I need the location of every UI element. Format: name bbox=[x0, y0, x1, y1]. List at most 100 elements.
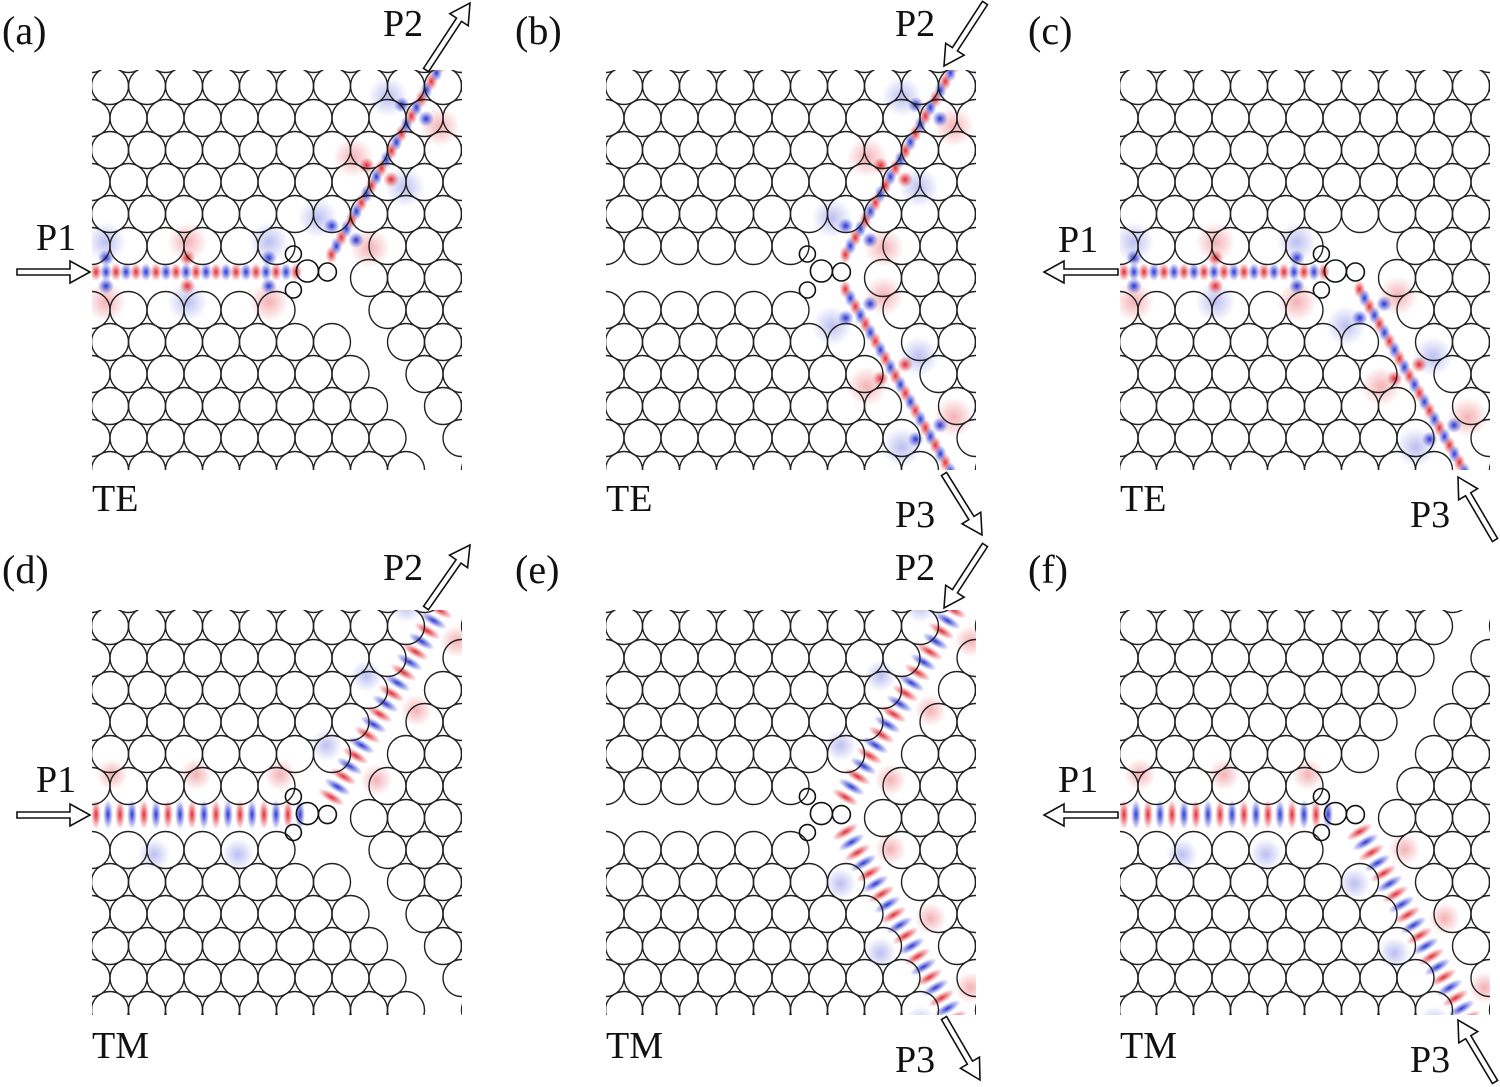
rod bbox=[1120, 670, 1158, 710]
rod bbox=[1303, 450, 1343, 470]
arrow-out-P2-icon bbox=[422, 1, 471, 73]
rod bbox=[1174, 702, 1213, 742]
field-lobe bbox=[1239, 799, 1249, 830]
rod-lattice bbox=[1120, 70, 1490, 553]
port-label-P1: P1 bbox=[36, 217, 76, 259]
rod bbox=[771, 290, 810, 330]
rod bbox=[606, 766, 625, 806]
field-lobe bbox=[1168, 263, 1180, 281]
rod bbox=[1359, 894, 1398, 934]
rod bbox=[423, 926, 462, 966]
rod bbox=[974, 875, 976, 889]
rod bbox=[332, 484, 369, 521]
rod bbox=[164, 610, 204, 646]
rod bbox=[127, 450, 167, 470]
rod bbox=[331, 638, 370, 678]
rod bbox=[240, 1056, 277, 1087]
rod bbox=[423, 670, 462, 710]
rod bbox=[294, 958, 333, 998]
field-lobe bbox=[922, 632, 949, 650]
rod bbox=[460, 1003, 462, 1015]
field-lobe bbox=[838, 833, 865, 851]
field-lobe bbox=[372, 695, 399, 713]
rod bbox=[606, 926, 644, 966]
rod bbox=[423, 322, 462, 362]
rod bbox=[1268, 1056, 1305, 1087]
rod bbox=[117, 610, 140, 614]
field-lobe bbox=[260, 263, 272, 281]
rod bbox=[771, 638, 810, 678]
rod bbox=[376, 70, 399, 74]
field-halo bbox=[914, 902, 947, 935]
rod bbox=[606, 751, 607, 757]
rod bbox=[480, 356, 517, 393]
rod bbox=[705, 70, 728, 74]
rod bbox=[1031, 164, 1068, 201]
rod bbox=[201, 70, 241, 106]
field-lobe bbox=[1424, 958, 1451, 976]
rod bbox=[275, 130, 315, 170]
rod bbox=[606, 467, 607, 470]
rod bbox=[1488, 939, 1490, 953]
rod bbox=[1120, 322, 1158, 362]
rod bbox=[974, 939, 976, 953]
rod bbox=[92, 516, 129, 553]
rod bbox=[809, 1024, 846, 1061]
rod bbox=[1451, 798, 1490, 838]
rod bbox=[1488, 811, 1490, 825]
field-lobe bbox=[904, 663, 931, 682]
rod bbox=[678, 450, 718, 470]
rod bbox=[201, 610, 241, 646]
field-lobe bbox=[1238, 263, 1250, 281]
field-lobe bbox=[1228, 263, 1240, 281]
defect-rod bbox=[317, 804, 338, 825]
rod bbox=[846, 484, 883, 521]
rod bbox=[1120, 623, 1121, 629]
rod bbox=[994, 1024, 1031, 1061]
rod bbox=[845, 418, 884, 458]
field-lobe bbox=[92, 263, 102, 281]
field-node bbox=[897, 356, 914, 373]
rod bbox=[201, 670, 241, 710]
rod bbox=[752, 862, 792, 902]
rod bbox=[974, 619, 976, 633]
panel-label: (c) bbox=[1028, 8, 1072, 53]
rod bbox=[937, 670, 976, 710]
rod bbox=[166, 1056, 203, 1087]
field-lobe bbox=[100, 263, 112, 281]
rod bbox=[1120, 147, 1121, 153]
rod bbox=[183, 418, 222, 458]
field-lobe bbox=[1263, 799, 1273, 830]
port-label-P2: P2 bbox=[895, 3, 935, 45]
panel-f: (f) TM P1 P3 bbox=[1028, 547, 1499, 1087]
field-lobe bbox=[180, 263, 192, 281]
rod bbox=[715, 70, 755, 106]
rod bbox=[697, 98, 736, 138]
rod bbox=[660, 638, 699, 678]
rod bbox=[368, 958, 407, 998]
rod bbox=[1305, 516, 1342, 553]
rod bbox=[1266, 450, 1306, 470]
rod bbox=[127, 130, 167, 170]
rod bbox=[1433, 766, 1472, 806]
field-lobe bbox=[336, 757, 363, 775]
field-lobe bbox=[1167, 799, 1177, 830]
rod bbox=[974, 463, 976, 470]
defect-rod bbox=[1312, 281, 1331, 299]
field-lobe bbox=[150, 263, 162, 281]
rod bbox=[808, 418, 847, 458]
port-label-P1: P1 bbox=[1058, 219, 1098, 261]
rod bbox=[109, 958, 148, 998]
rod bbox=[480, 292, 517, 329]
rod bbox=[734, 894, 773, 934]
defect-rod bbox=[1323, 801, 1348, 826]
field-node bbox=[179, 278, 196, 294]
rod bbox=[641, 194, 681, 234]
field-lobe bbox=[922, 979, 949, 997]
rod bbox=[294, 638, 333, 678]
defect-rod bbox=[284, 823, 303, 842]
rod bbox=[1031, 960, 1068, 997]
rod bbox=[623, 354, 662, 394]
rod bbox=[660, 958, 699, 998]
rod bbox=[606, 290, 625, 330]
